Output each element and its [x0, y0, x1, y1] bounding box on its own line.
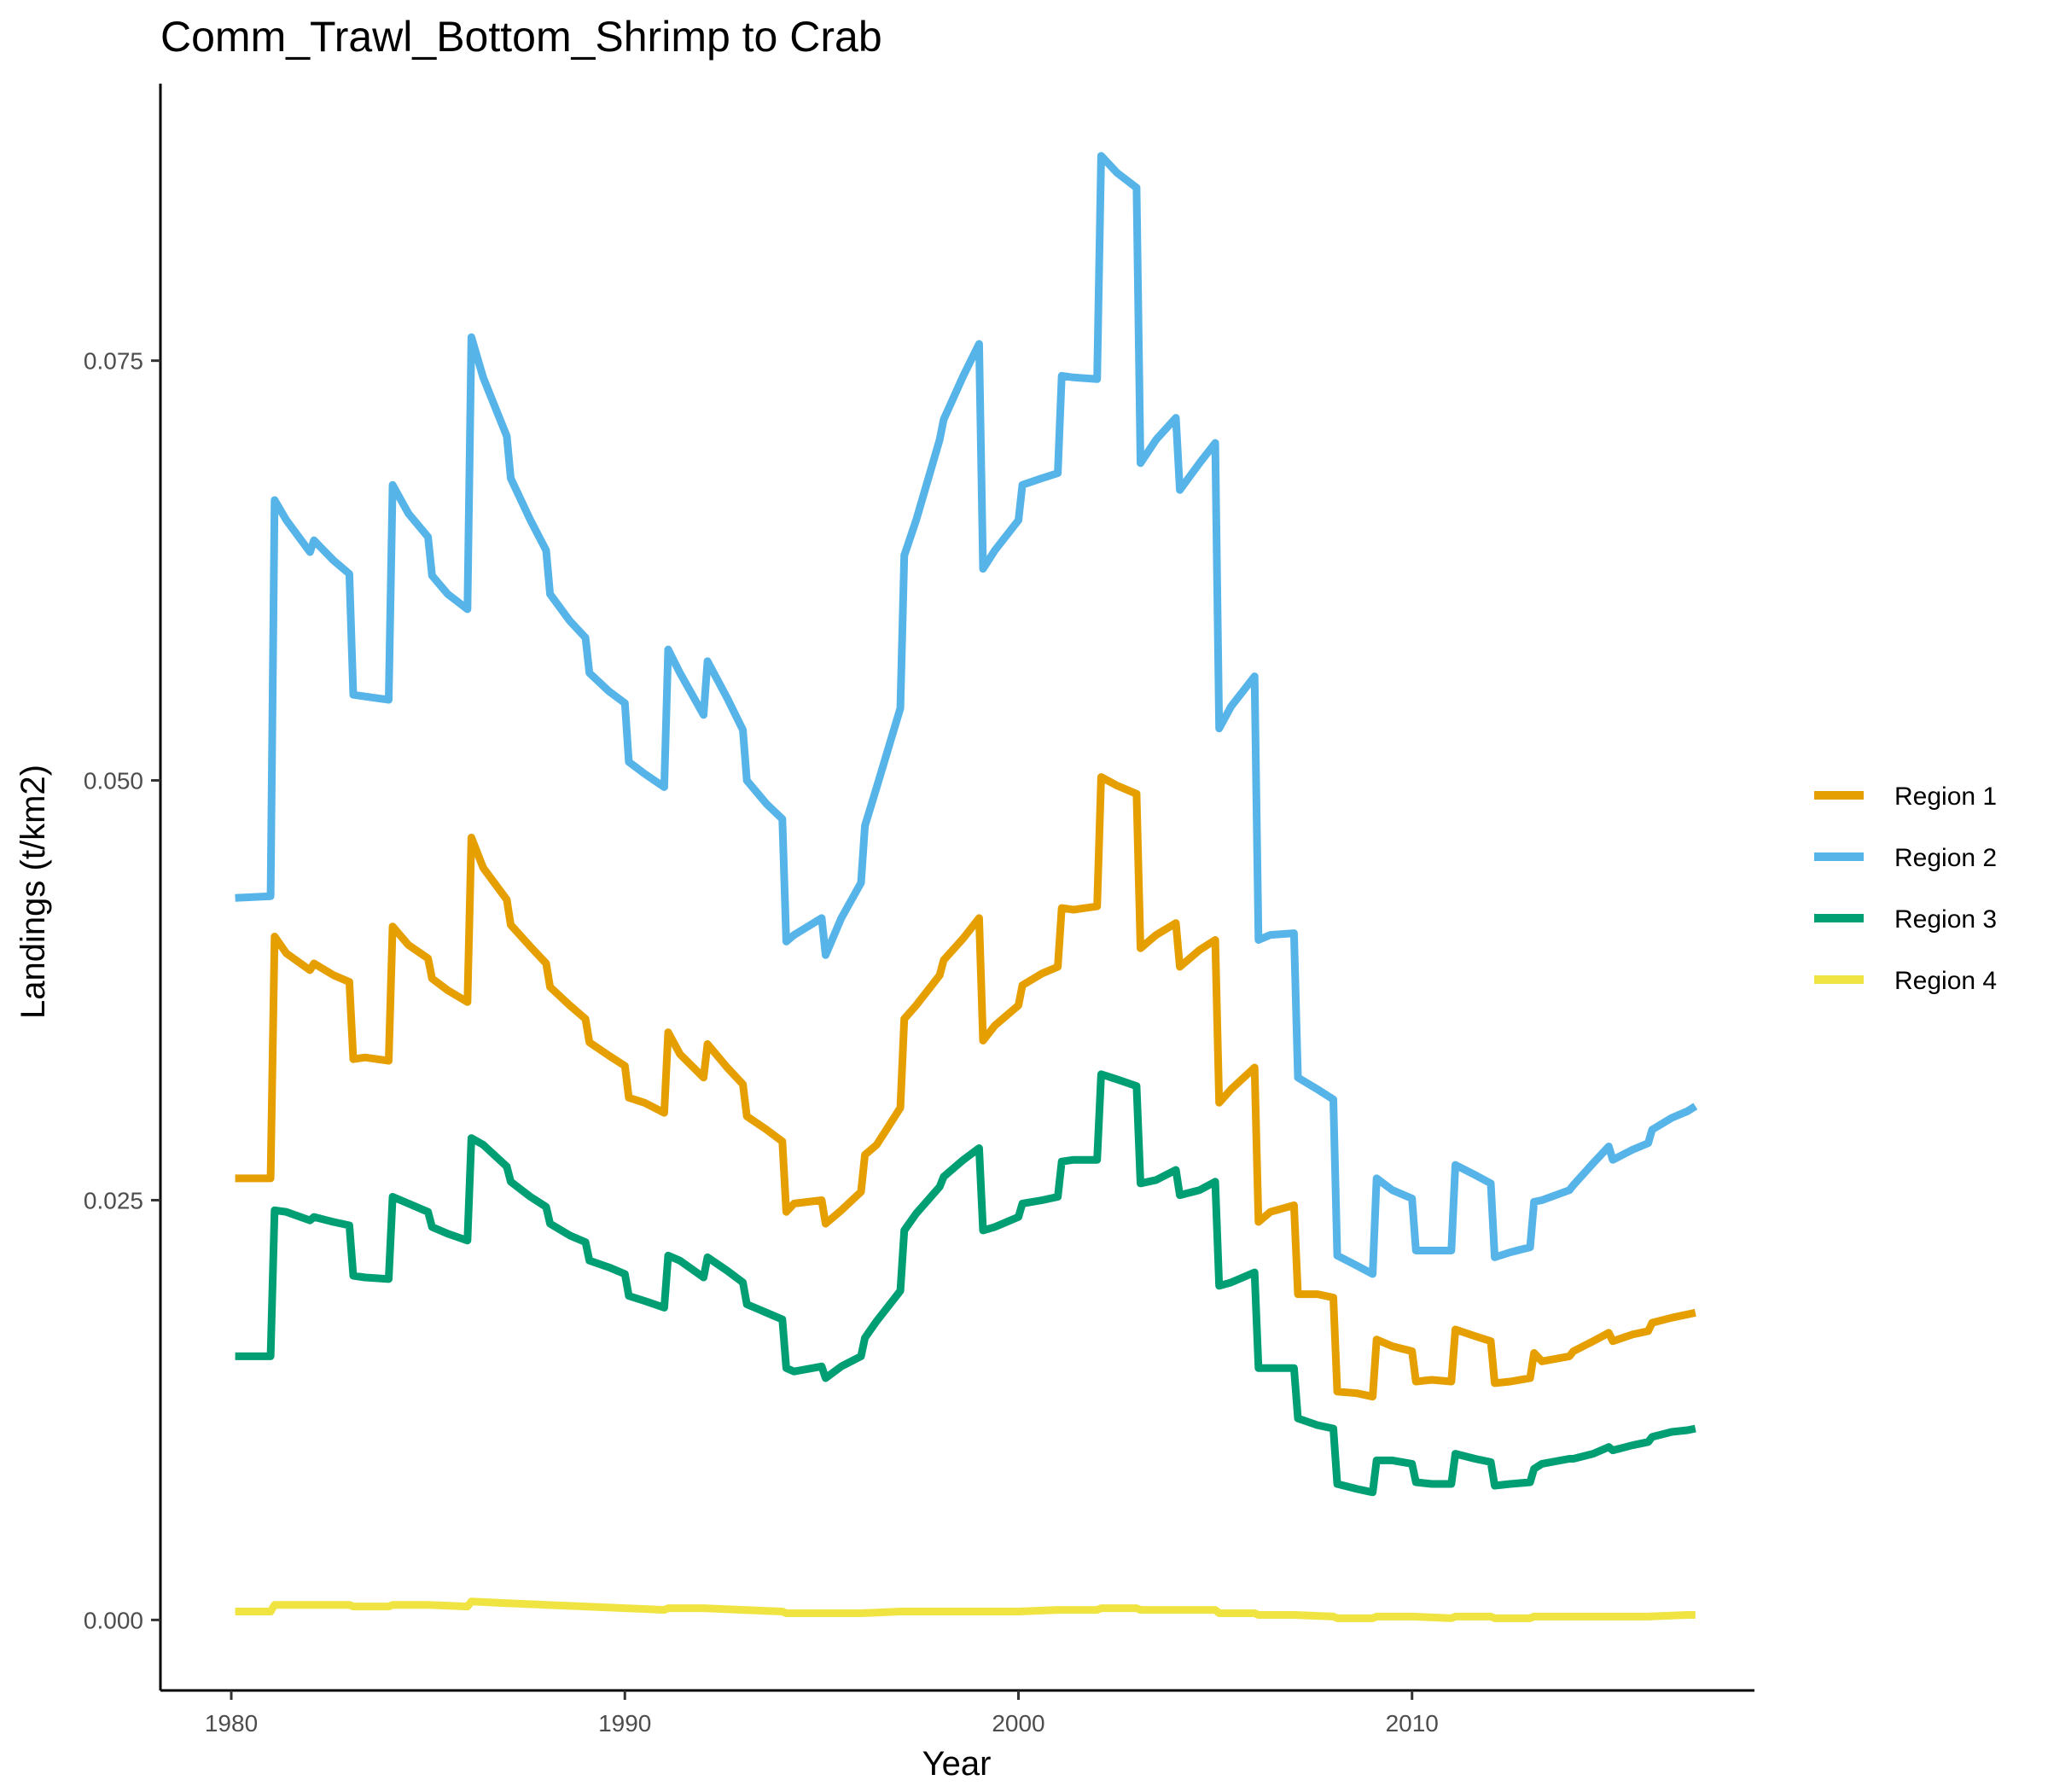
legend-label-region-1: Region 1	[1894, 783, 1997, 811]
legend-label-region-4: Region 4	[1894, 967, 1997, 995]
y-tick-label: 0.025	[84, 1187, 143, 1213]
x-axis-ticks: 1980 1990 2000 2010	[205, 1690, 1439, 1737]
chart-title: Comm_Trawl_Bottom_Shrimp to Crab	[160, 13, 882, 61]
x-tick-label: 1980	[205, 1710, 258, 1737]
y-tick-label: 0.075	[84, 348, 143, 375]
y-axis-title: Landings (t/km2)	[15, 765, 52, 1019]
legend-label-region-2: Region 2	[1894, 844, 1997, 872]
series-line-region-2	[235, 152, 1698, 1278]
x-tick-label: 2000	[992, 1710, 1044, 1737]
legend: Region 1 Region 2 Region 3 Region 4	[1814, 783, 1997, 995]
series-line-region-4	[235, 1597, 1696, 1622]
series-line-region-3	[235, 1070, 1696, 1497]
x-tick-label: 1990	[598, 1710, 651, 1737]
x-axis-title: Year	[922, 1745, 992, 1783]
legend-label-region-3: Region 3	[1894, 905, 1997, 934]
series-group	[235, 152, 1698, 1622]
y-tick-label: 0.000	[84, 1607, 143, 1633]
y-axis-ticks: 0.000 0.025 0.050 0.075	[84, 348, 160, 1633]
x-tick-label: 2010	[1386, 1710, 1439, 1737]
y-tick-label: 0.050	[84, 768, 143, 794]
series-line-region-1	[235, 773, 1696, 1401]
